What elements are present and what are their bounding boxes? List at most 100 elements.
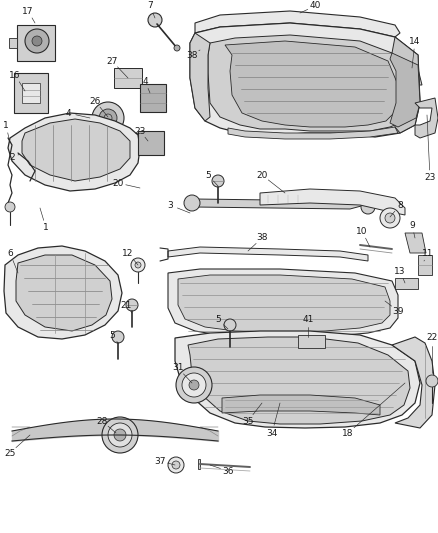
- Text: 1: 1: [3, 120, 9, 130]
- Circle shape: [5, 202, 15, 212]
- Polygon shape: [260, 189, 405, 215]
- Circle shape: [176, 367, 212, 403]
- Circle shape: [174, 45, 180, 51]
- Polygon shape: [168, 247, 368, 261]
- Text: 36: 36: [222, 466, 234, 475]
- Text: 27: 27: [106, 56, 118, 66]
- Text: 14: 14: [410, 36, 420, 45]
- Text: 3: 3: [167, 200, 173, 209]
- Text: 4: 4: [142, 77, 148, 85]
- Polygon shape: [298, 335, 325, 348]
- Text: 11: 11: [422, 248, 434, 257]
- Text: 21: 21: [120, 301, 132, 310]
- Text: 20: 20: [112, 179, 124, 188]
- Text: 35: 35: [242, 416, 254, 425]
- Circle shape: [361, 200, 375, 214]
- Circle shape: [112, 331, 124, 343]
- Polygon shape: [405, 233, 426, 253]
- Circle shape: [102, 417, 138, 453]
- Text: 7: 7: [147, 2, 153, 11]
- Polygon shape: [16, 255, 112, 331]
- Text: 28: 28: [96, 416, 108, 425]
- Text: 34: 34: [266, 429, 278, 438]
- Circle shape: [126, 299, 138, 311]
- Circle shape: [148, 13, 162, 27]
- Text: 8: 8: [397, 200, 403, 209]
- Text: 38: 38: [186, 51, 198, 60]
- Polygon shape: [140, 84, 166, 112]
- Text: 10: 10: [356, 227, 368, 236]
- Circle shape: [99, 109, 117, 127]
- Circle shape: [385, 213, 395, 223]
- Text: 12: 12: [122, 248, 134, 257]
- Text: 1: 1: [43, 223, 49, 232]
- Text: 22: 22: [426, 334, 438, 343]
- Polygon shape: [114, 68, 142, 88]
- Circle shape: [184, 195, 200, 211]
- Circle shape: [114, 429, 126, 441]
- Polygon shape: [198, 459, 200, 469]
- Text: 5: 5: [109, 330, 115, 340]
- Text: 38: 38: [256, 233, 268, 243]
- Text: 20: 20: [256, 171, 268, 180]
- Polygon shape: [406, 53, 422, 85]
- Text: 5: 5: [205, 171, 211, 180]
- Circle shape: [168, 457, 184, 473]
- Polygon shape: [168, 269, 398, 337]
- Circle shape: [32, 36, 42, 46]
- Text: 40: 40: [309, 2, 321, 11]
- Polygon shape: [17, 25, 55, 61]
- Polygon shape: [190, 23, 420, 137]
- Text: 9: 9: [409, 221, 415, 230]
- Text: 16: 16: [9, 70, 21, 79]
- Circle shape: [380, 208, 400, 228]
- Polygon shape: [22, 83, 40, 103]
- Circle shape: [104, 114, 112, 122]
- Polygon shape: [175, 331, 420, 428]
- Polygon shape: [22, 119, 130, 181]
- Circle shape: [224, 319, 236, 331]
- Polygon shape: [390, 53, 420, 127]
- Text: 37: 37: [154, 456, 166, 465]
- Text: 13: 13: [394, 266, 406, 276]
- Text: 41: 41: [302, 314, 314, 324]
- Circle shape: [426, 375, 438, 387]
- Polygon shape: [14, 73, 48, 113]
- Circle shape: [172, 461, 180, 469]
- Circle shape: [135, 262, 141, 268]
- Circle shape: [189, 380, 199, 390]
- Polygon shape: [178, 275, 390, 332]
- Text: 18: 18: [342, 429, 354, 438]
- Polygon shape: [225, 41, 398, 127]
- Text: 6: 6: [7, 248, 13, 257]
- Circle shape: [131, 258, 145, 272]
- Circle shape: [25, 29, 49, 53]
- Text: 26: 26: [89, 96, 101, 106]
- Text: 31: 31: [172, 364, 184, 373]
- Text: 23: 23: [134, 126, 146, 135]
- Circle shape: [405, 50, 415, 60]
- Polygon shape: [9, 38, 17, 48]
- Polygon shape: [138, 131, 164, 155]
- Circle shape: [182, 373, 206, 397]
- Circle shape: [108, 423, 132, 447]
- Polygon shape: [208, 35, 410, 131]
- Polygon shape: [8, 113, 140, 191]
- Polygon shape: [392, 37, 420, 133]
- Polygon shape: [418, 255, 432, 275]
- Circle shape: [92, 102, 124, 134]
- Text: 2: 2: [9, 154, 15, 163]
- Circle shape: [212, 175, 224, 187]
- Polygon shape: [222, 395, 380, 415]
- Polygon shape: [4, 246, 122, 339]
- Polygon shape: [190, 33, 210, 121]
- Text: 39: 39: [392, 306, 404, 316]
- Text: 23: 23: [424, 174, 436, 182]
- Polygon shape: [195, 199, 365, 209]
- Text: 25: 25: [4, 448, 16, 457]
- Polygon shape: [228, 127, 398, 139]
- Polygon shape: [395, 278, 418, 289]
- Polygon shape: [195, 11, 400, 37]
- Text: 5: 5: [215, 314, 221, 324]
- Text: 4: 4: [65, 109, 71, 117]
